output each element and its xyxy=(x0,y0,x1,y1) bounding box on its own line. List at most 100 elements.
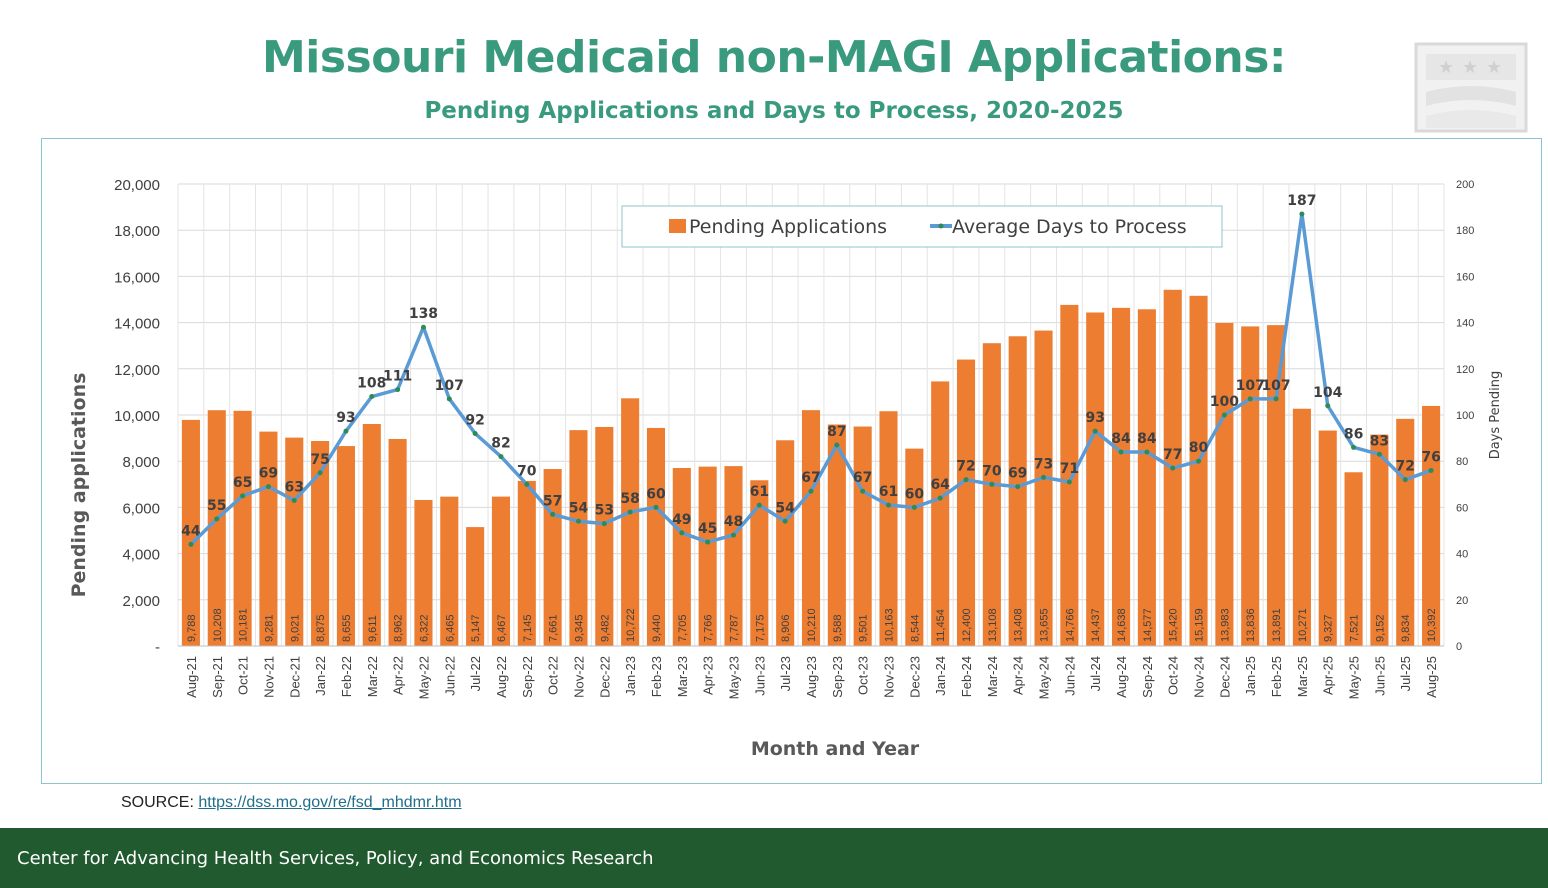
x-tick-label: Feb-23 xyxy=(649,656,664,697)
bar xyxy=(491,496,511,646)
x-tick-label: May-25 xyxy=(1347,656,1362,699)
days-marker xyxy=(1144,449,1150,455)
days-value-label: 93 xyxy=(1085,410,1104,426)
days-marker xyxy=(1247,396,1253,402)
days-marker xyxy=(524,481,530,487)
x-tick-label: Dec-24 xyxy=(1217,656,1232,698)
days-marker xyxy=(730,532,736,538)
y2-tick-label: 180 xyxy=(1456,225,1474,237)
y-tick-label: 8,000 xyxy=(122,454,160,471)
bar-value-label: 15,159 xyxy=(1194,608,1206,642)
y2-tick-label: 100 xyxy=(1456,410,1474,422)
days-value-label: 45 xyxy=(698,521,717,537)
days-marker xyxy=(1299,211,1305,217)
days-marker xyxy=(1273,396,1279,402)
bar xyxy=(285,437,304,646)
days-value-label: 67 xyxy=(801,470,820,486)
days-marker xyxy=(1196,458,1202,464)
bar xyxy=(207,410,226,646)
bar xyxy=(362,423,381,646)
bar xyxy=(1111,307,1131,646)
x-tick-label: Mar-24 xyxy=(985,656,1000,697)
bar-value-label: 10,208 xyxy=(212,608,224,642)
days-value-label: 72 xyxy=(1396,459,1415,475)
bar-value-label: 5,147 xyxy=(470,614,482,642)
x-tick-label: Oct-23 xyxy=(856,656,871,695)
days-marker xyxy=(550,511,556,517)
days-marker xyxy=(782,518,788,524)
bar-value-label: 7,705 xyxy=(677,614,689,642)
bar xyxy=(776,440,795,646)
bar xyxy=(1292,408,1311,646)
days-marker xyxy=(1402,477,1408,483)
bar xyxy=(388,438,407,646)
days-value-label: 108 xyxy=(357,376,386,392)
x-tick-label: May-22 xyxy=(416,656,431,699)
bar xyxy=(1137,309,1156,646)
days-marker xyxy=(1170,465,1176,471)
x-tick-label: Dec-23 xyxy=(907,656,922,698)
bar xyxy=(853,426,872,646)
y2-tick-label: 200 xyxy=(1456,179,1474,191)
days-value-label: 69 xyxy=(1008,466,1027,482)
x-tick-label: May-23 xyxy=(726,656,741,699)
bar xyxy=(621,398,640,646)
days-marker xyxy=(989,481,995,487)
days-value-label: 67 xyxy=(853,470,872,486)
x-tick-label: Nov-21 xyxy=(261,656,276,698)
bar xyxy=(827,424,846,646)
source-link[interactable]: https://dss.mo.gov/re/fsd_mhdmr.htm xyxy=(198,794,462,811)
days-marker xyxy=(1428,467,1434,473)
x-tick-label: Oct-24 xyxy=(1166,656,1181,695)
days-value-label: 86 xyxy=(1344,426,1363,442)
legend-label-days: Average Days to Process xyxy=(952,216,1187,238)
y2-tick-label: 80 xyxy=(1456,456,1468,468)
bar-value-label: 15,420 xyxy=(1168,608,1180,642)
days-value-label: 70 xyxy=(982,463,1002,479)
days-value-label: 87 xyxy=(827,424,846,440)
bar-value-label: 7,661 xyxy=(548,614,560,642)
days-marker xyxy=(317,470,323,476)
bar xyxy=(879,411,898,646)
days-value-label: 104 xyxy=(1313,385,1342,401)
bar xyxy=(931,381,950,646)
days-marker xyxy=(1118,449,1124,455)
x-tick-label: Jan-24 xyxy=(933,656,948,696)
y2-tick-label: 140 xyxy=(1456,318,1474,330)
bar-value-label: 13,891 xyxy=(1271,608,1283,642)
days-marker xyxy=(911,504,917,510)
days-value-label: 63 xyxy=(285,479,304,495)
x-tick-label: Jul-25 xyxy=(1398,656,1413,691)
x-tick-label: Mar-22 xyxy=(365,656,380,697)
bar xyxy=(440,496,459,646)
bar xyxy=(1370,434,1389,646)
bar-value-label: 11,454 xyxy=(935,609,947,642)
days-marker xyxy=(1376,451,1382,457)
days-marker xyxy=(1041,474,1047,480)
bar-value-label: 9,345 xyxy=(573,614,585,642)
days-value-label: 138 xyxy=(409,306,438,322)
bar-value-label: 10,163 xyxy=(884,608,896,642)
y-tick-label: - xyxy=(155,639,160,656)
days-value-label: 100 xyxy=(1210,394,1239,410)
days-value-label: 76 xyxy=(1421,449,1440,465)
days-value-label: 72 xyxy=(956,459,975,475)
source-note: SOURCE: https://dss.mo.gov/re/fsd_mhdmr.… xyxy=(121,794,462,812)
days-marker xyxy=(395,387,401,393)
legend-marker-days xyxy=(938,223,944,229)
days-marker xyxy=(1351,444,1357,450)
bar-value-label: 12,400 xyxy=(961,608,973,642)
bar xyxy=(1215,322,1234,646)
days-value-label: 55 xyxy=(207,498,226,514)
y2-tick-label: 160 xyxy=(1456,271,1474,283)
page-subtitle: Pending Applications and Days to Process… xyxy=(424,98,1124,124)
days-value-label: 107 xyxy=(1261,378,1290,394)
x-tick-label: Aug-22 xyxy=(494,656,509,698)
days-marker xyxy=(601,521,607,527)
x-tick-label: Mar-23 xyxy=(675,656,690,697)
x-tick-label: Jan-22 xyxy=(313,656,328,696)
days-marker xyxy=(627,509,633,515)
bar-value-label: 9,501 xyxy=(858,614,870,642)
bar-value-label: 9,482 xyxy=(599,614,611,642)
days-value-label: 69 xyxy=(259,466,278,482)
